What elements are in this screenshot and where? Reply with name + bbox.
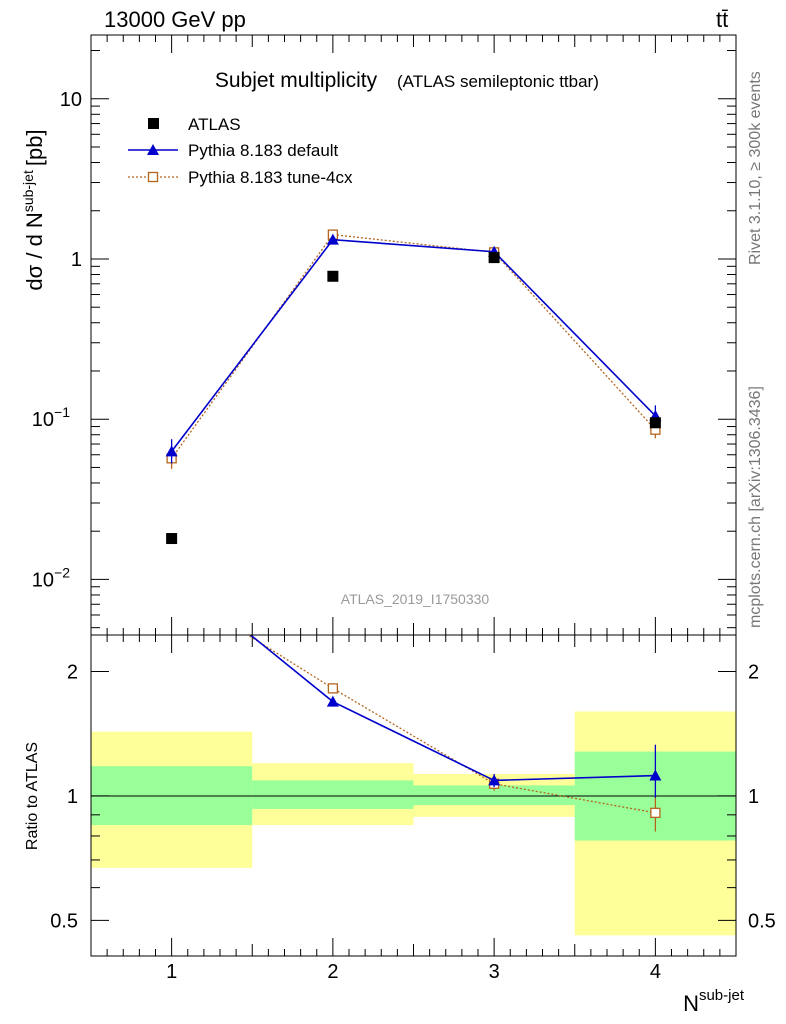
x-label-main: N [683,991,699,1016]
ratio-pythia-default-point [166,565,178,576]
main-y-label-main: dσ / d N [22,212,47,290]
rivet-label: Rivet 3.1.10, ≥ 300k events [747,71,764,265]
pythia-default-point [165,445,178,457]
main-y-tick-label-base: 1 [71,249,82,271]
main-y-tick-label: 10 [60,89,82,111]
main-y-axis-label: dσ / d Nsub-jet [pb] [20,129,47,290]
main-y-tick-label: 10−2 [32,564,70,591]
main-y-tick-label-exp: −1 [54,404,70,420]
atlas-point [649,417,661,429]
x-tick-label: 1 [166,961,177,983]
x-label-sup: sub-jet [699,987,745,1004]
ratio-y-tick-label-left: 1 [67,786,78,808]
main-y-tick-label: 1 [71,249,82,271]
ratio-y-tick-label-right: 1 [748,786,759,808]
ratio-tune-4cx-point [650,807,661,818]
ratio-y-axis-label: Ratio to ATLAS [24,742,41,850]
legend-default-label: Pythia 8.183 default [188,141,339,160]
main-y-label-sup: sub-jet [20,170,36,212]
ratio-bands [91,711,736,936]
legend-tune-marker [147,171,159,183]
ratio-axis-ticks [90,635,737,956]
main-series [165,229,662,545]
pythia-default-point [326,233,339,245]
ratio-band-inner [413,785,575,806]
ratio-pythia-default-line [249,635,656,782]
x-tick-label: 4 [650,961,661,983]
ratio-tune-4cx-line [246,635,656,814]
main-y-tick-label-base: 10 [32,569,54,591]
x-tick-label: 3 [489,961,500,983]
ratio-y-tick-label-right: 2 [748,661,759,683]
chart-title-main: Subjet multiplicity [215,69,378,92]
ratio-y-tick-label-left: 0.5 [50,910,78,932]
main-y-tick-label-base: 10 [60,89,82,111]
ratio-pythia-default-point [326,695,339,707]
x-tick-label: 2 [327,961,338,983]
legend-atlas-label: ATLAS [188,115,241,134]
ratio-frame [90,634,737,957]
chart-subtitle: (ATLAS semileptonic ttbar) [397,72,599,91]
x-axis-label: Nsub-jet [683,987,745,1016]
tune-4cx-line [171,233,656,459]
ratio-panel: 0.5 0.5 1 1 2 2 1 2 3 4 Ratio to ATLAS Nsub-jet [24,565,776,1016]
main-y-tick-label: 10−1 [32,404,70,431]
ratio-y-tick-label-left: 2 [67,661,78,683]
main-y-tick-label-base: 10 [32,409,54,431]
main-y-label-unit: [pb] [22,129,47,166]
legend-tune-label: Pythia 8.183 tune-4cx [188,168,353,187]
pythia-default-line [170,238,656,452]
legend-default-marker [147,144,159,155]
ratio-pythia-default-point [488,774,501,786]
ratio-tune-4cx-point [327,683,339,694]
ratio-band-inner [252,780,414,809]
legend: ATLAS Pythia 8.183 default Pythia 8.183 … [128,115,353,187]
ratio-tune-4cx-point [167,583,176,592]
mcplots-label: mcplots.cern.ch [arXiv:1306.3436] [747,386,764,628]
atlas-point [166,533,178,545]
ratio-series [166,565,662,832]
energy-label: 13000 GeV pp [104,7,246,32]
legend-atlas-marker [148,118,159,129]
main-y-tick-label-exp: −2 [54,564,70,580]
ratio-y-tick-labels: 0.5 0.5 1 1 2 2 [50,661,776,932]
atlas-point [488,252,500,264]
atlas-point [327,270,339,282]
ratio-y-tick-label-right: 0.5 [748,910,776,932]
x-tick-labels: 1 2 3 4 [166,961,661,983]
analysis-label: ATLAS_2019_I1750330 [341,591,490,607]
ratio-pythia-default-point [649,769,662,781]
process-label: tt̄ [716,7,728,32]
chart-title: Subjet multiplicity [215,69,378,92]
